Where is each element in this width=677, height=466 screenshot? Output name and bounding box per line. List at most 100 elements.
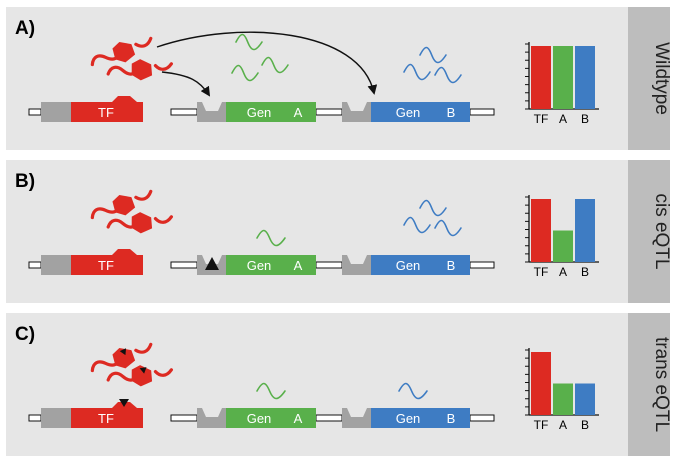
tf-core <box>131 212 153 234</box>
tf-tail <box>134 36 153 48</box>
condition-tab <box>628 313 670 456</box>
gene-a-word: Gen <box>247 258 272 273</box>
bar-a <box>553 46 573 109</box>
dna-strand <box>315 414 343 422</box>
bar-tf <box>531 352 551 415</box>
dna-strand <box>170 414 198 422</box>
bar-label: B <box>581 418 589 432</box>
bar-label: B <box>581 265 589 279</box>
tf-tail <box>153 62 173 71</box>
bar-b <box>575 383 595 415</box>
gene-b-word: Gen <box>396 258 421 273</box>
tf-gene <box>71 402 143 428</box>
activation-arrow-a <box>161 71 211 97</box>
bar-label: A <box>559 112 567 126</box>
tf-gene-label: TF <box>98 105 114 120</box>
bar-b <box>575 199 595 262</box>
mutation-marker <box>205 257 219 270</box>
tf-gene-label: TF <box>98 411 114 426</box>
condition-label: Wildtype <box>651 42 672 115</box>
transcript-a <box>256 382 286 400</box>
gene-b-word: Gen <box>396 411 421 426</box>
dna-strand <box>170 261 198 269</box>
dna-strand <box>28 261 42 269</box>
tf-core <box>131 365 153 387</box>
transcript-a <box>261 56 289 74</box>
transcript-b <box>403 63 431 81</box>
transcript-b <box>434 219 462 237</box>
tf-tail <box>134 189 153 201</box>
bar-label: A <box>559 265 567 279</box>
tf-core <box>112 348 136 369</box>
panel-label: C) <box>15 324 35 345</box>
gene-a-letter: A <box>294 411 303 426</box>
transcript-b <box>398 382 428 400</box>
tf-promoter <box>41 102 71 122</box>
transcript-a <box>231 64 259 82</box>
gene-b-letter: B <box>447 411 456 426</box>
gene-a-letter: A <box>294 105 303 120</box>
gene-a <box>226 255 316 275</box>
bar-b <box>575 46 595 109</box>
panel-label: B) <box>15 171 35 192</box>
tf-protein <box>106 365 173 387</box>
tf-protein <box>90 342 153 373</box>
gene-b-promoter <box>342 408 371 428</box>
mutation-marker <box>119 348 127 356</box>
dna-strand <box>469 108 495 116</box>
expression-chart: TF A B <box>525 195 599 279</box>
tf-tail <box>153 215 173 224</box>
dna-strand <box>315 108 343 116</box>
dna-strand <box>469 261 495 269</box>
gene-b <box>371 255 470 275</box>
tf-promoter <box>41 255 71 275</box>
tf-protein <box>90 36 153 67</box>
tf-gene <box>71 249 143 275</box>
tf-core <box>112 195 136 216</box>
bar-a <box>553 383 573 415</box>
transcript-a <box>256 229 286 247</box>
tf-core <box>131 59 153 81</box>
gene-b-letter: B <box>447 105 456 120</box>
transcript-b <box>419 46 447 64</box>
mutation-marker <box>139 367 147 374</box>
tf-protein <box>106 59 173 81</box>
transcript-b <box>434 66 462 84</box>
tf-promoter <box>41 408 71 428</box>
bar-tf <box>531 199 551 262</box>
activation-arrow-b <box>156 31 378 95</box>
gene-b-promoter <box>342 102 371 122</box>
transcript-b <box>419 199 447 217</box>
gene-b <box>371 408 470 428</box>
tf-gene-label: TF <box>98 258 114 273</box>
bar-label: B <box>581 112 589 126</box>
expression-chart: TF A B <box>525 348 599 432</box>
bar-label: TF <box>534 418 549 432</box>
bar-label: TF <box>534 265 549 279</box>
transcript-b <box>403 216 431 234</box>
bar-tf <box>531 46 551 109</box>
dna-strand <box>28 414 42 422</box>
gene-a-promoter <box>197 102 226 122</box>
gene-a <box>226 408 316 428</box>
dna-strand <box>469 414 495 422</box>
condition-label: trans eQTL <box>651 337 672 432</box>
gene-b-letter: B <box>447 258 456 273</box>
condition-tab <box>628 7 670 150</box>
gene-a-letter: A <box>294 258 303 273</box>
tf-protein <box>90 189 153 220</box>
condition-label: cis eQTL <box>651 193 672 269</box>
bar-label: A <box>559 418 567 432</box>
gene-b-promoter <box>342 255 371 275</box>
transcript-a <box>235 33 263 51</box>
tf-gene <box>71 96 143 122</box>
gene-a <box>226 102 316 122</box>
bar-a <box>553 230 573 262</box>
gene-b-word: Gen <box>396 105 421 120</box>
dna-strand <box>28 108 42 116</box>
dna-strand <box>315 261 343 269</box>
condition-tab <box>628 160 670 303</box>
